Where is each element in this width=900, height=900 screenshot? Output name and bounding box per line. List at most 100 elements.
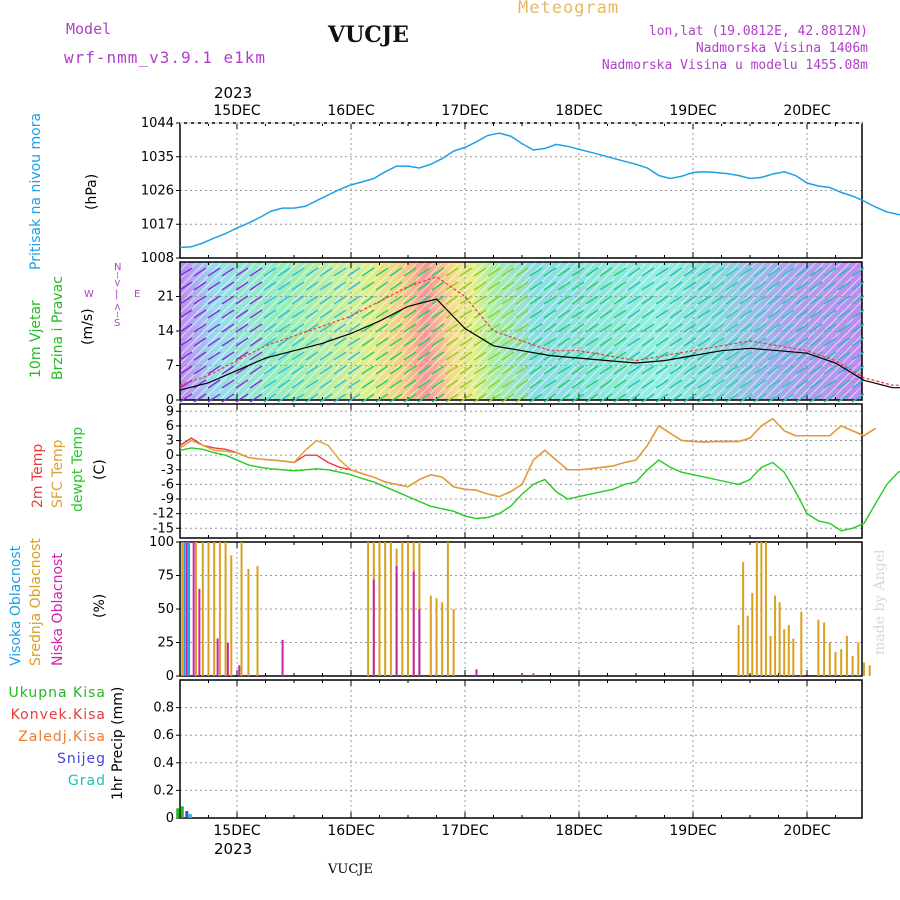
y-tick-label: 1017 — [141, 217, 174, 232]
wind-barb — [515, 351, 529, 361]
cloud-bar-1 — [378, 542, 381, 676]
wind-barb — [823, 267, 837, 277]
wind-barb — [361, 365, 375, 375]
wind-barb — [809, 365, 823, 375]
wind-barb — [585, 393, 599, 403]
wind-barb — [669, 309, 683, 319]
wind-barb — [655, 267, 669, 277]
wind-barb — [389, 281, 403, 291]
wind-barb — [431, 281, 445, 291]
wind-barb — [221, 379, 235, 389]
wind-barb — [445, 351, 459, 361]
wind-barb — [347, 351, 361, 361]
wind-barb — [809, 393, 823, 403]
wind-barb — [515, 267, 529, 277]
wind-barb — [263, 351, 277, 361]
wind-barb — [333, 379, 347, 389]
wind-barb — [347, 379, 361, 389]
wind-barb — [809, 295, 823, 305]
station-title: VUCJE — [328, 22, 409, 48]
date-label-bottom: 20DEC — [783, 823, 830, 839]
wind-barb — [319, 281, 333, 291]
wind-barb — [571, 365, 585, 375]
wind-barb — [557, 393, 571, 403]
wind-barb — [725, 309, 739, 319]
wind-barb — [277, 393, 291, 403]
wind-barb — [823, 309, 837, 319]
wind-barb — [515, 295, 529, 305]
wind-barb — [235, 379, 249, 389]
wind-barb — [795, 295, 809, 305]
wind-barb — [543, 323, 557, 333]
wind-barb — [445, 309, 459, 319]
wind-barb — [333, 295, 347, 305]
cloud-bar-1 — [828, 642, 831, 676]
wind-barb — [571, 309, 585, 319]
y-tick-label: 6 — [166, 419, 174, 434]
wind-barb — [207, 323, 221, 333]
wind-barb — [739, 365, 753, 375]
cloud-bar-1 — [845, 635, 848, 676]
cloud-bar-1 — [755, 542, 758, 676]
wind-barb — [417, 267, 431, 277]
wind-barb — [669, 267, 683, 277]
wind-barb — [837, 379, 851, 389]
cloud-bar-1 — [181, 542, 184, 676]
wind-barb — [809, 379, 823, 389]
wind-barb — [487, 337, 501, 347]
wind-barb — [263, 379, 277, 389]
wind-barb — [669, 337, 683, 347]
wind-barb — [613, 393, 627, 403]
panel-frame — [179, 403, 863, 539]
wind-barb — [851, 365, 865, 375]
wind-barb — [613, 267, 627, 277]
wind-barb — [347, 365, 361, 375]
wind-barb — [571, 337, 585, 347]
wind-barb — [375, 337, 389, 347]
wind-barb — [529, 393, 543, 403]
y-tick-label: 75 — [157, 569, 174, 584]
wind-barb — [571, 351, 585, 361]
wind-barb — [543, 379, 557, 389]
cloud-bar-1 — [840, 649, 843, 676]
cloud-bar-2 — [372, 579, 375, 676]
wind-barb — [207, 393, 221, 403]
wind-barb — [459, 379, 473, 389]
wind-barb — [501, 393, 515, 403]
y-tick-label: 1026 — [141, 184, 174, 199]
wind-barb — [403, 379, 417, 389]
cloud-bar-2 — [198, 588, 201, 676]
wind-barb — [543, 309, 557, 319]
wind-barb — [207, 379, 221, 389]
wind-barb — [389, 323, 403, 333]
cloud-bar-1 — [429, 595, 432, 676]
wind-barb — [697, 323, 711, 333]
wind-barb — [851, 267, 865, 277]
wind-barb — [501, 267, 515, 277]
wind-barb — [193, 323, 207, 333]
wind-barb — [305, 323, 319, 333]
wind-barb — [697, 365, 711, 375]
wind-barb — [641, 365, 655, 375]
cloud-bar-1 — [230, 555, 233, 676]
wind-barb — [697, 295, 711, 305]
wind-barb — [235, 267, 249, 277]
wind-barb — [557, 267, 571, 277]
compass-w: W — [84, 289, 94, 300]
wind-barb — [585, 267, 599, 277]
wind-barb — [571, 323, 585, 333]
y-tick-label: 3 — [166, 434, 174, 449]
cloud-bar-1 — [207, 542, 210, 676]
wind-barb — [697, 281, 711, 291]
date-label-top: 20DEC — [783, 103, 830, 119]
wind-barb — [627, 281, 641, 291]
wind-barb — [837, 365, 851, 375]
wind-barb — [655, 309, 669, 319]
wind-barb — [767, 351, 781, 361]
panel-frame — [179, 261, 863, 401]
wind-barb — [347, 267, 361, 277]
wind-barb — [347, 337, 361, 347]
wind-barb — [739, 379, 753, 389]
wind-barb — [781, 379, 795, 389]
